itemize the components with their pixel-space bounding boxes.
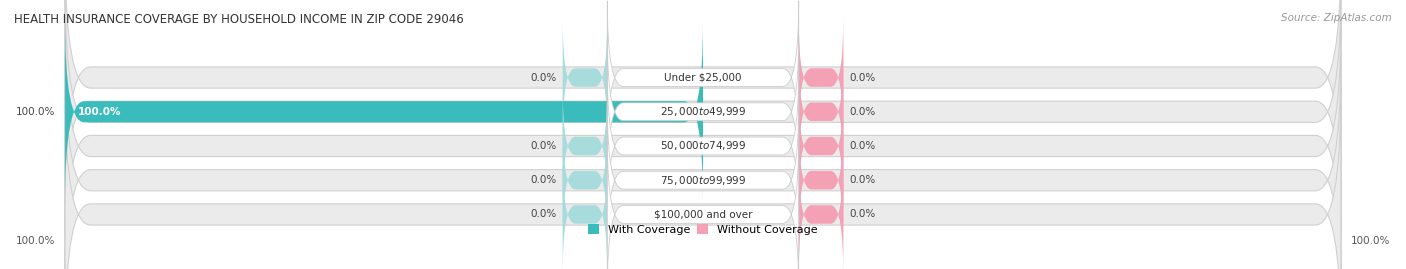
Text: 0.0%: 0.0%	[530, 141, 557, 151]
Text: $25,000 to $49,999: $25,000 to $49,999	[659, 105, 747, 118]
Text: 100.0%: 100.0%	[1351, 236, 1391, 246]
FancyBboxPatch shape	[799, 52, 844, 171]
Text: 0.0%: 0.0%	[849, 210, 876, 220]
Text: 0.0%: 0.0%	[849, 107, 876, 117]
FancyBboxPatch shape	[65, 54, 1341, 269]
FancyBboxPatch shape	[799, 155, 844, 269]
FancyBboxPatch shape	[562, 155, 607, 269]
FancyBboxPatch shape	[562, 121, 607, 239]
FancyBboxPatch shape	[607, 138, 799, 269]
Text: $50,000 to $74,999: $50,000 to $74,999	[659, 140, 747, 153]
FancyBboxPatch shape	[65, 20, 1341, 269]
FancyBboxPatch shape	[799, 18, 844, 137]
Text: $75,000 to $99,999: $75,000 to $99,999	[659, 174, 747, 187]
Text: HEALTH INSURANCE COVERAGE BY HOUSEHOLD INCOME IN ZIP CODE 29046: HEALTH INSURANCE COVERAGE BY HOUSEHOLD I…	[14, 13, 464, 26]
Text: Source: ZipAtlas.com: Source: ZipAtlas.com	[1281, 13, 1392, 23]
FancyBboxPatch shape	[65, 0, 1341, 204]
Text: 0.0%: 0.0%	[849, 73, 876, 83]
Text: 100.0%: 100.0%	[15, 236, 55, 246]
Text: Under $25,000: Under $25,000	[664, 73, 742, 83]
Text: 0.0%: 0.0%	[530, 175, 557, 185]
FancyBboxPatch shape	[607, 69, 799, 223]
FancyBboxPatch shape	[799, 87, 844, 205]
Legend: With Coverage, Without Coverage: With Coverage, Without Coverage	[588, 225, 818, 235]
FancyBboxPatch shape	[607, 104, 799, 257]
Text: 100.0%: 100.0%	[77, 107, 121, 117]
FancyBboxPatch shape	[65, 88, 1341, 269]
FancyBboxPatch shape	[562, 87, 607, 205]
Text: 0.0%: 0.0%	[849, 175, 876, 185]
FancyBboxPatch shape	[65, 20, 703, 204]
Text: 0.0%: 0.0%	[530, 73, 557, 83]
FancyBboxPatch shape	[607, 1, 799, 154]
FancyBboxPatch shape	[65, 0, 1341, 238]
FancyBboxPatch shape	[562, 18, 607, 137]
FancyBboxPatch shape	[607, 35, 799, 189]
Text: 100.0%: 100.0%	[15, 107, 55, 117]
Text: 0.0%: 0.0%	[530, 210, 557, 220]
FancyBboxPatch shape	[799, 121, 844, 239]
Text: 0.0%: 0.0%	[849, 141, 876, 151]
Text: $100,000 and over: $100,000 and over	[654, 210, 752, 220]
